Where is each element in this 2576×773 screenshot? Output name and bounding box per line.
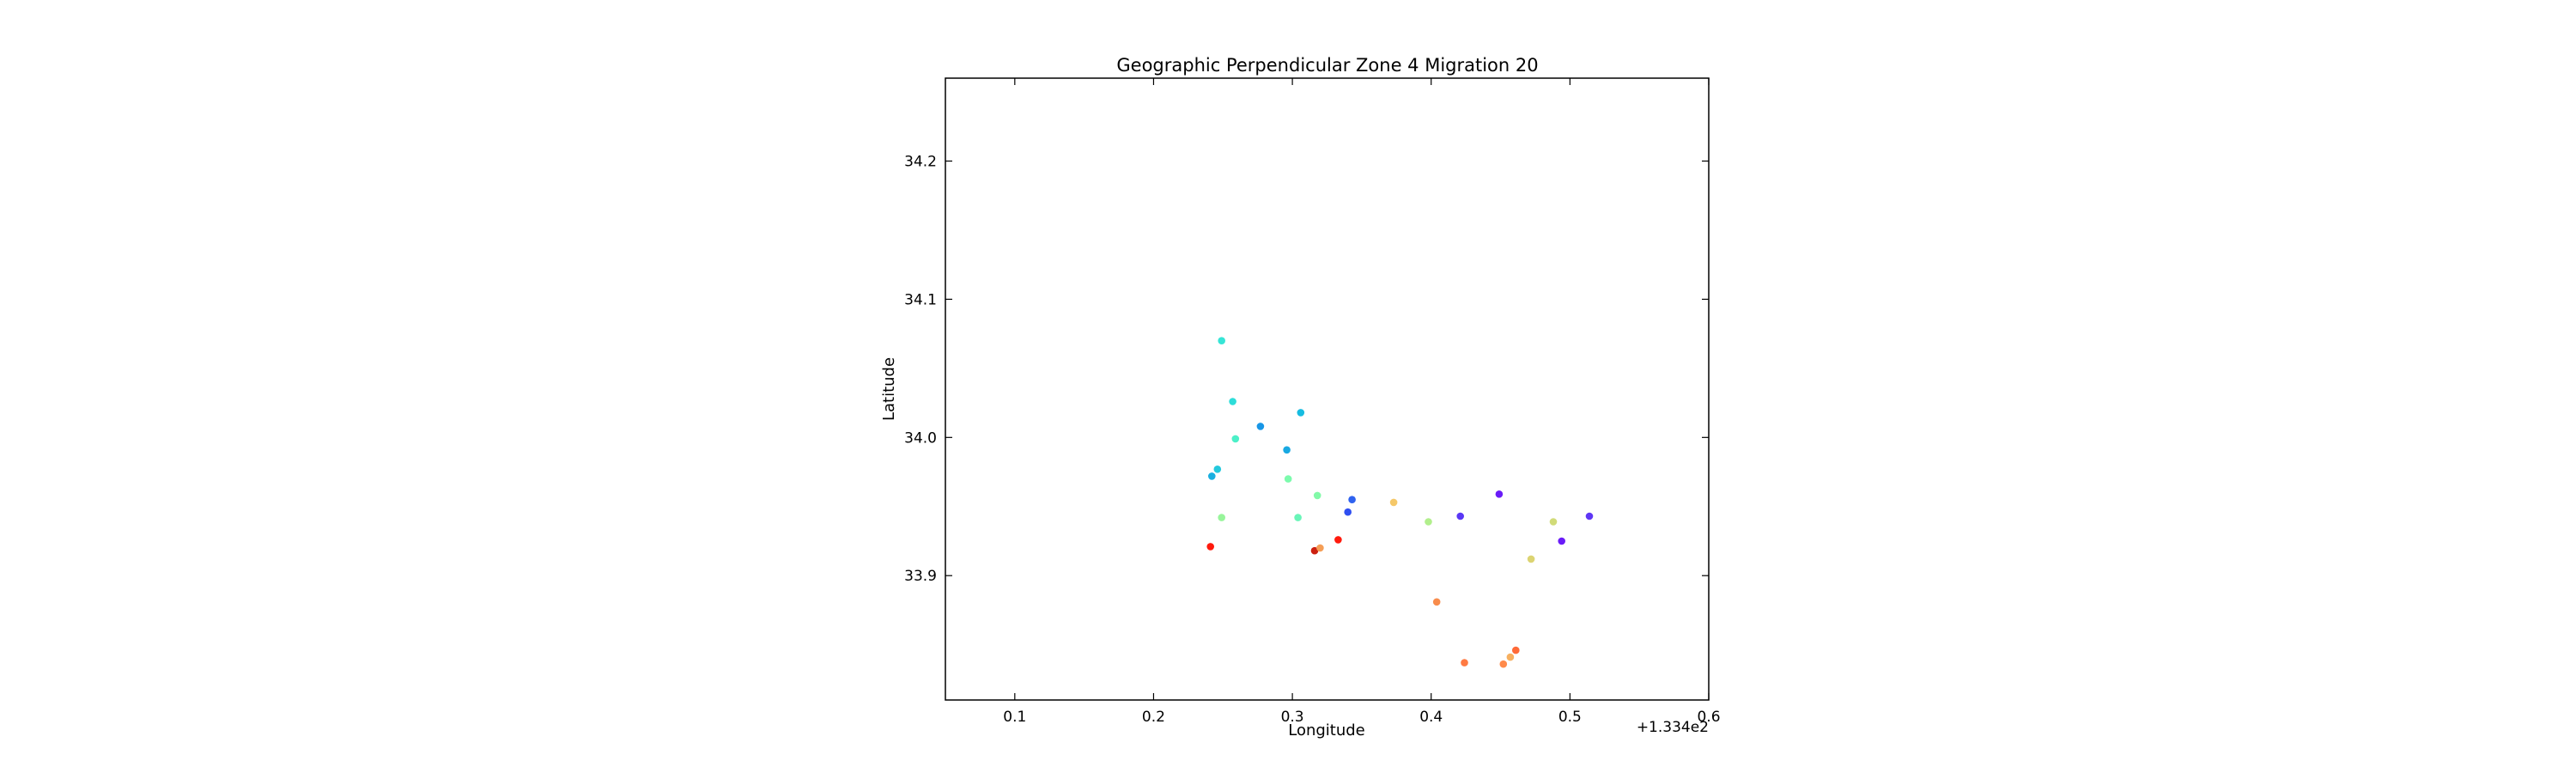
data-point-24	[1316, 544, 1324, 552]
y-tick-label-1: 34.0	[904, 429, 937, 447]
data-point-12	[1294, 514, 1302, 521]
x-tick-label-2: 0.3	[1281, 709, 1304, 726]
data-point-20	[1558, 537, 1565, 545]
data-point-4	[1283, 446, 1291, 454]
data-point-28	[1506, 653, 1515, 661]
data-point-8	[1284, 475, 1292, 483]
y-tick-label-2: 34.1	[904, 291, 937, 308]
data-point-27	[1512, 646, 1520, 654]
y-tick-label-0: 33.9	[904, 568, 937, 585]
x-tick-label-0: 0.1	[1003, 709, 1026, 726]
x-axis-label: Longitude	[1288, 721, 1365, 740]
data-point-9	[1313, 491, 1321, 500]
x-axis-offset-label: +1.334e2	[1637, 719, 1709, 736]
data-point-23	[1310, 546, 1319, 555]
data-point-3	[1256, 423, 1265, 430]
y-axis-label: Latitude	[880, 357, 898, 421]
data-point-13	[1218, 514, 1225, 521]
x-tick-label-4: 0.5	[1558, 709, 1582, 726]
data-point-17	[1495, 490, 1504, 498]
data-point-25	[1206, 543, 1214, 551]
data-point-5	[1231, 435, 1240, 443]
x-tick-label-5: 0.6	[1697, 709, 1720, 726]
data-point-10	[1348, 496, 1356, 503]
data-point-18	[1549, 518, 1558, 526]
data-point-22	[1334, 536, 1342, 544]
data-point-26	[1432, 598, 1441, 606]
points-layer	[1206, 337, 1594, 668]
chart-title: Geographic Perpendicular Zone 4 Migratio…	[1116, 55, 1538, 76]
data-point-1	[1229, 398, 1236, 405]
data-point-2	[1297, 409, 1305, 417]
data-point-14	[1389, 498, 1398, 507]
plot-frame	[945, 77, 1710, 701]
data-point-11	[1344, 508, 1352, 516]
data-point-7	[1208, 472, 1216, 480]
data-point-29	[1499, 660, 1508, 668]
y-tick-label-3: 34.2	[904, 154, 937, 171]
ticks-layer: 0.1 0.2 0.3 0.4 0.5 0.6 33.9 34.0 34.1 34.2	[904, 78, 1721, 726]
data-point-16	[1456, 512, 1464, 520]
data-point-21	[1527, 555, 1535, 563]
x-tick-label-3: 0.4	[1419, 709, 1443, 726]
data-point-0	[1218, 337, 1225, 345]
data-point-6	[1213, 466, 1222, 473]
data-point-15	[1425, 518, 1432, 526]
data-point-30	[1461, 659, 1468, 666]
data-point-19	[1585, 512, 1594, 520]
x-tick-label-1: 0.2	[1142, 709, 1165, 726]
